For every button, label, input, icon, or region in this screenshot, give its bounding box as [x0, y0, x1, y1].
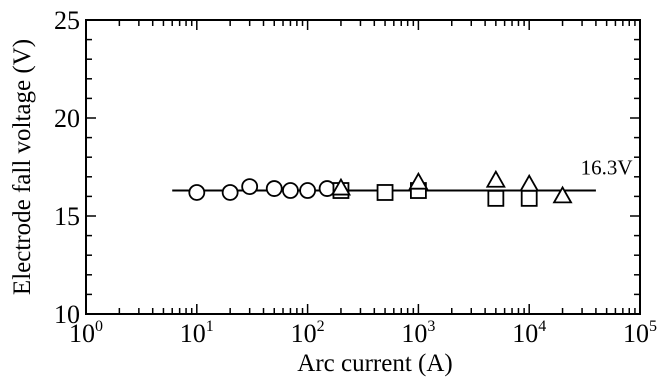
y-tick-label: 20 — [54, 104, 80, 133]
triangle-point — [519, 173, 540, 192]
circle-point — [282, 182, 299, 199]
circle-point — [188, 184, 206, 201]
plot-frame — [85, 19, 641, 315]
circle-point — [265, 180, 283, 197]
x-tick-label: 100 — [69, 318, 103, 348]
y-tick-labels: 10 15 20 25 — [54, 6, 80, 329]
triangle-point — [330, 177, 351, 196]
y-tick-label: 10 — [54, 300, 80, 329]
circle-point — [221, 184, 239, 201]
data-points — [188, 169, 573, 207]
triangle-point — [552, 185, 573, 204]
triangle-point — [408, 171, 429, 190]
circle-point — [299, 182, 317, 199]
square-point — [487, 189, 505, 207]
plot-border — [85, 19, 641, 315]
x-tick-label: 102 — [291, 318, 325, 348]
x-tick-label: 103 — [401, 318, 435, 348]
annotation-label: 16.3V — [581, 156, 633, 180]
y-tick-label: 15 — [54, 202, 80, 231]
circle-point — [241, 178, 259, 196]
y-tick-label: 25 — [54, 6, 80, 35]
x-axis-label: Arc current (A) — [297, 350, 452, 377]
x-tick-label: 105 — [623, 318, 657, 348]
x-tick-labels: 100 101 102 103 104 105 — [69, 318, 657, 348]
annotations: 16.3V — [581, 156, 633, 180]
triangle-point — [485, 169, 506, 188]
y-axis-label: Electrode fall voltage (V) — [9, 39, 36, 295]
x-tick-label: 104 — [512, 318, 546, 348]
x-tick-label: 101 — [180, 318, 214, 348]
square-point — [520, 189, 538, 207]
square-point — [376, 184, 394, 201]
axis-ticks — [85, 19, 640, 315]
